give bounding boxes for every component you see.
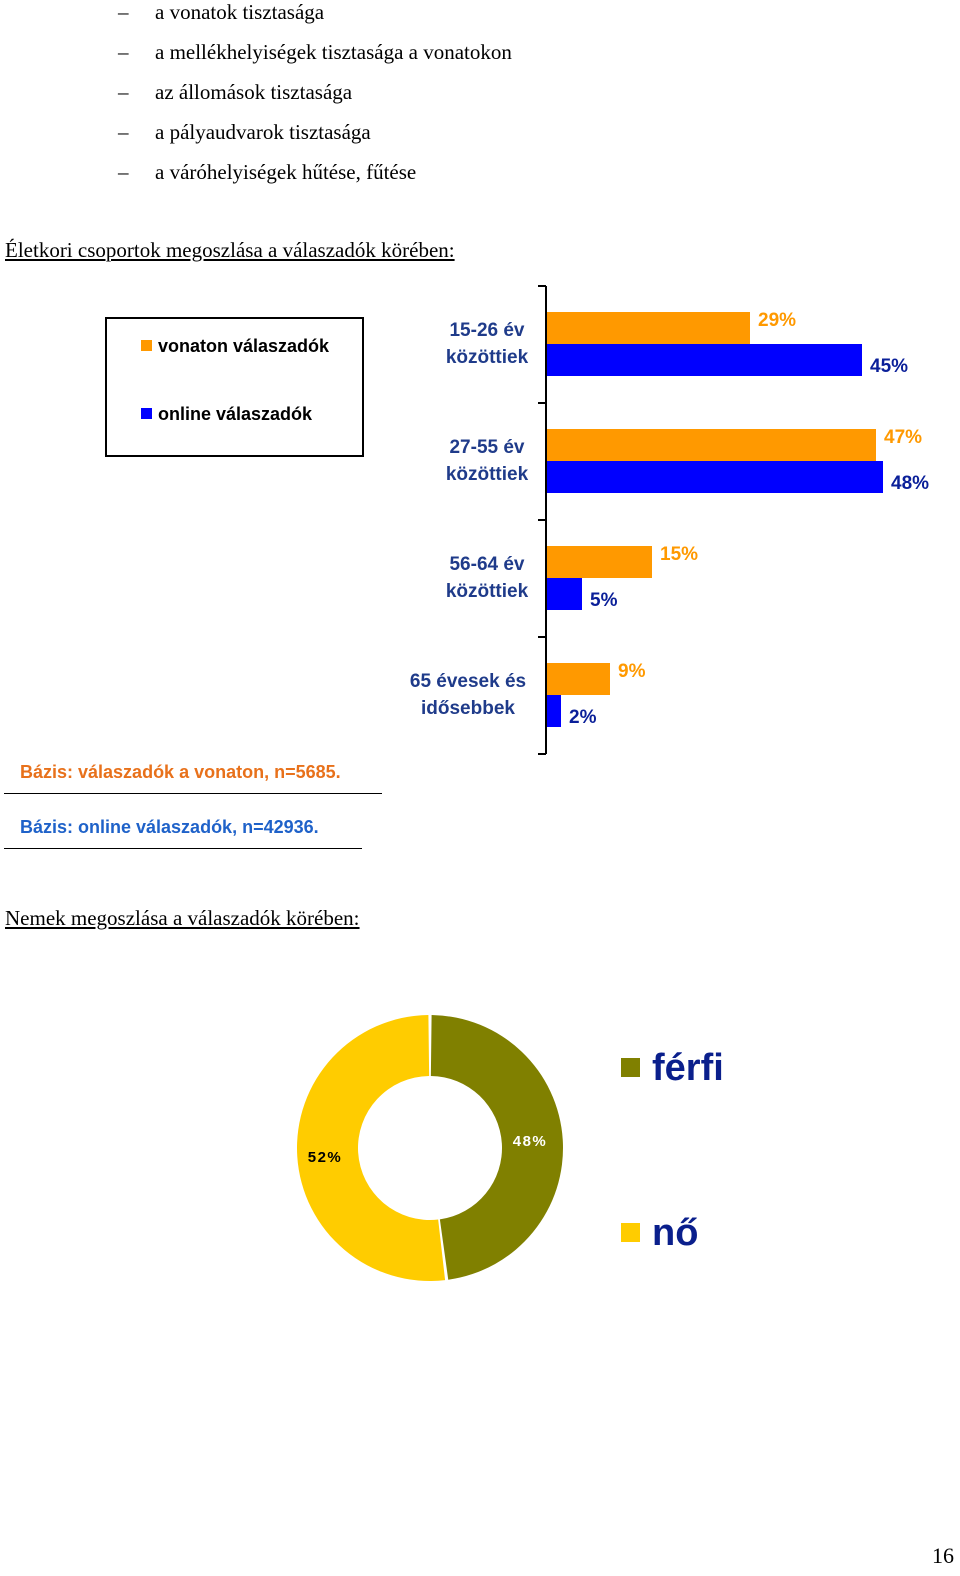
legend-label: online válaszadók bbox=[158, 404, 313, 424]
data-label: 47% bbox=[884, 427, 922, 448]
gender-donut-chart: 48% 52% férfi nő bbox=[296, 1015, 724, 1281]
legend-swatch-online bbox=[141, 408, 152, 419]
category-label: 65 évesek és bbox=[410, 671, 526, 692]
category-label: 15-26 év bbox=[449, 320, 524, 341]
legend-swatch-train bbox=[141, 340, 152, 351]
base-note-train: Bázis: válaszadók a vonaton, n=5685. bbox=[20, 762, 341, 782]
data-label: 5% bbox=[590, 590, 618, 611]
data-label: 48% bbox=[891, 473, 929, 494]
category-label: 56-64 év bbox=[449, 554, 524, 575]
legend-label: vonaton válaszadók bbox=[158, 336, 330, 356]
category-label: 27-55 év bbox=[449, 437, 524, 458]
bar-online bbox=[547, 578, 582, 610]
legend-swatch-no bbox=[621, 1223, 640, 1242]
donut-slice-no bbox=[296, 1015, 446, 1281]
base-note-online: Bázis: online válaszadók, n=42936. bbox=[20, 817, 319, 837]
bar-online bbox=[547, 695, 561, 727]
bullet-text: a váróhelyiségek hűtése, fűtése bbox=[155, 160, 417, 184]
bullet-text: a pályaudvarok tisztasága bbox=[155, 120, 371, 144]
bar-train bbox=[547, 546, 652, 578]
slice-label: 48% bbox=[513, 1133, 548, 1150]
legend: vonaton válaszadók online válaszadók bbox=[105, 317, 364, 457]
bullet-dash: – bbox=[118, 40, 129, 64]
data-label: 2% bbox=[569, 707, 597, 728]
age-bar-chart: 15-26 év közöttiek 29% 45% 27-55 év közöttiek… bbox=[105, 285, 929, 755]
category-label: közöttiek bbox=[446, 347, 529, 368]
bullet-dash: – bbox=[118, 0, 129, 24]
data-label: 9% bbox=[618, 661, 646, 682]
bar-online bbox=[547, 344, 862, 376]
bar-train bbox=[547, 312, 750, 344]
legend-swatch-ferfi bbox=[621, 1058, 640, 1077]
data-label: 29% bbox=[758, 310, 796, 331]
base-note-train-underline bbox=[4, 793, 382, 794]
page-number: 16 bbox=[932, 1543, 954, 1568]
bullet-dash: – bbox=[118, 120, 129, 144]
age-heading: Életkori csoportok megoszlása a válaszad… bbox=[5, 238, 455, 262]
bullet-dash: – bbox=[118, 160, 129, 184]
bullet-text: a vonatok tisztasága bbox=[155, 0, 325, 24]
bar-train bbox=[547, 663, 610, 695]
category-label: közöttiek bbox=[446, 464, 529, 485]
base-note-online-underline bbox=[4, 848, 362, 849]
bullet-text: az állomások tisztasága bbox=[155, 80, 353, 104]
bar-train bbox=[547, 429, 876, 461]
bullet-dash: – bbox=[118, 80, 129, 104]
category-label: közöttiek bbox=[446, 581, 529, 602]
bar-online bbox=[547, 461, 883, 493]
data-label: 45% bbox=[870, 356, 908, 377]
donut-slice-ferfi bbox=[430, 1015, 563, 1280]
legend-label: férfi bbox=[652, 1047, 724, 1089]
legend-label: nő bbox=[652, 1212, 698, 1254]
category-label: idősebbek bbox=[421, 698, 515, 719]
slice-label: 52% bbox=[308, 1149, 343, 1166]
bullet-text: a mellékhelyiségek tisztasága a vonatoko… bbox=[155, 40, 512, 64]
gender-heading: Nemek megoszlása a válaszadók körében: bbox=[5, 906, 360, 930]
data-label: 15% bbox=[660, 544, 698, 565]
